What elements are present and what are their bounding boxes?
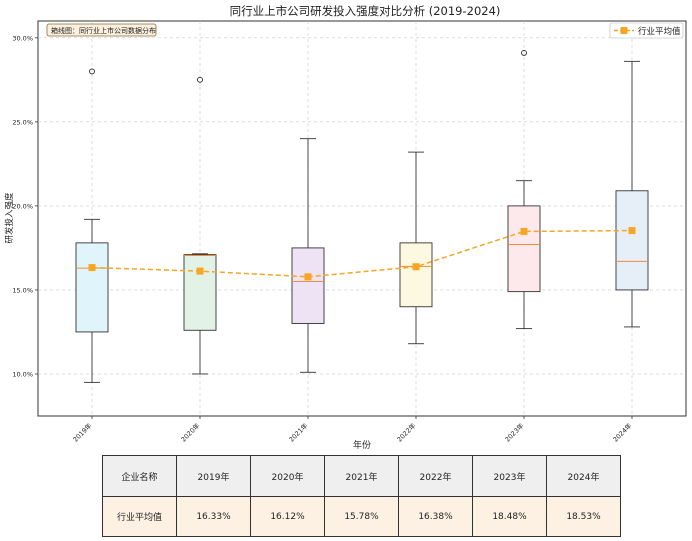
legend: 行业平均值 <box>609 22 684 39</box>
table-cell: 16.12% <box>250 496 325 537</box>
chart-title: 同行业上市公司研发投入强度对比分析 (2019-2024) <box>230 4 501 18</box>
y-tick-label: 25.0% <box>12 118 33 126</box>
axes: 10.0% 15.0% 20.0% 25.0% 30.0% 2019年 2020年 2021年… <box>12 34 633 443</box>
x-tick-label: 2021年 <box>287 421 310 444</box>
table-cell: 16.33% <box>176 496 251 537</box>
x-tick-label: 2024年 <box>611 421 634 444</box>
annotation-text: 箱线图：同行业上市公司数据分布 <box>51 26 156 35</box>
table-cell: 18.48% <box>472 496 547 537</box>
outlier-point <box>521 49 527 56</box>
table-header-cell: 2019年 <box>176 455 251 497</box>
average-point <box>628 227 636 235</box>
y-tick-label: 15.0% <box>12 286 33 294</box>
table-header-cell: 2020年 <box>250 455 325 497</box>
grid <box>38 21 686 416</box>
x-tick-label: 2019年 <box>71 421 94 444</box>
table-header-cell: 2021年 <box>324 455 399 497</box>
y-tick-label: 20.0% <box>12 202 33 210</box>
table-cell: 行业平均值 <box>102 496 177 537</box>
table-header-cell: 2023年 <box>472 455 547 497</box>
y-tick-label: 30.0% <box>12 34 33 42</box>
table-header-cell: 2022年 <box>398 455 473 497</box>
plot-area <box>37 20 687 417</box>
box <box>291 247 325 325</box>
table-cell: 15.78% <box>324 496 399 537</box>
average-point <box>88 264 96 272</box>
table-header-row: 企业名称 2019年 2020年 2021年 2022年 2023年 2024年 <box>102 455 621 497</box>
box-plot-chart: 同行业上市公司研发投入强度对比分析 (2019-2024) 10.0% 15.0%… <box>4 4 687 450</box>
average-point <box>304 273 312 281</box>
annotation-box: 箱线图：同行业上市公司数据分布 <box>46 23 157 37</box>
table-header-cell: 企业名称 <box>102 455 177 497</box>
table-row: 行业平均值 16.33% 16.12% 15.78% 16.38% 18.48%… <box>102 496 621 537</box>
box <box>75 242 109 333</box>
box <box>507 205 541 293</box>
outlier-point <box>197 76 203 83</box>
y-axis-label: 研发投入强度 <box>4 192 15 244</box>
table-header-cell: 2024年 <box>546 455 621 497</box>
legend-label: 行业平均值 <box>638 26 681 37</box>
x-tick-label: 2022年 <box>395 421 418 444</box>
table-cell: 18.53% <box>546 496 621 537</box>
average-point <box>520 227 528 235</box>
box <box>183 254 217 331</box>
box <box>615 190 649 291</box>
box <box>399 242 433 308</box>
summary-table: 企业名称 2019年 2020年 2021年 2022年 2023年 2024年… <box>102 455 621 537</box>
average-series <box>88 227 636 281</box>
x-tick-label: 2023年 <box>503 421 526 444</box>
boxes-layer <box>75 49 649 383</box>
table-cell: 16.38% <box>398 496 473 537</box>
average-point <box>196 267 204 275</box>
average-point <box>412 263 420 271</box>
x-axis-label: 年份 <box>353 439 371 450</box>
x-tick-label: 2020年 <box>179 421 202 444</box>
legend-marker <box>620 27 628 34</box>
outlier-point <box>89 68 95 75</box>
y-tick-label: 10.0% <box>12 370 33 378</box>
average-line <box>91 229 633 278</box>
